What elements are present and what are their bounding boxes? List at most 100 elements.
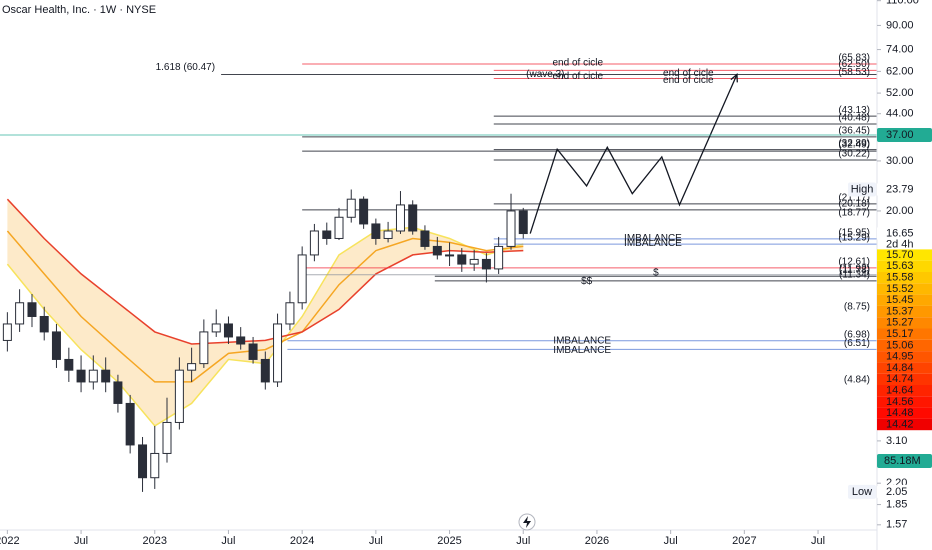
plot-area: (65.83)(62.50) 1.618 (60.47) (58.53) (43.13… bbox=[0, 53, 877, 492]
ma-badge-label: 15.17 bbox=[886, 328, 914, 340]
ribbon-band bbox=[7, 199, 524, 426]
level-label: (12.61) bbox=[838, 256, 870, 267]
annotation: $ bbox=[653, 268, 659, 279]
candle-body bbox=[432, 245, 442, 256]
candle-body bbox=[260, 358, 270, 383]
candle-body bbox=[408, 204, 418, 232]
y-tick-label: 110.00 bbox=[886, 0, 919, 7]
ma-badge bbox=[877, 418, 932, 431]
tag-badge bbox=[848, 182, 876, 197]
candle-body bbox=[494, 245, 504, 270]
candle-body bbox=[420, 230, 430, 247]
x-tick-label: 2023 bbox=[143, 535, 167, 547]
level-label: (21.17) bbox=[838, 193, 870, 204]
price-badge bbox=[877, 182, 932, 197]
candle-body bbox=[346, 198, 356, 218]
x-tick-label: 2026 bbox=[585, 535, 609, 547]
ma-badge bbox=[877, 373, 932, 385]
annotation: end of cicle bbox=[552, 57, 603, 68]
candle-body bbox=[76, 369, 86, 383]
candle-body bbox=[506, 210, 516, 247]
x-tick-label: 2024 bbox=[290, 535, 314, 547]
candle-body bbox=[15, 302, 25, 325]
level-label: (11.78) bbox=[839, 265, 870, 276]
annotation: IMBALANCE bbox=[624, 233, 682, 244]
price-badge-label: 16.65 bbox=[886, 227, 914, 239]
candle-body bbox=[64, 358, 74, 371]
annotation: $$ bbox=[581, 276, 593, 287]
y-tick-label: 62.00 bbox=[886, 65, 914, 77]
ma-badge-label: 15.63 bbox=[886, 260, 914, 272]
candle-body bbox=[445, 254, 455, 257]
annotation: end of cicle bbox=[663, 75, 714, 86]
events-icon[interactable] bbox=[523, 516, 531, 528]
ma-badge-label: 14.48 bbox=[886, 407, 914, 419]
annotation: end of cicle bbox=[552, 71, 603, 82]
candle-body bbox=[51, 331, 61, 360]
candle-body bbox=[248, 343, 258, 360]
candle-body bbox=[273, 323, 283, 383]
annotation: (wave 3) bbox=[526, 69, 564, 80]
ma-badge-label: 15.37 bbox=[886, 305, 914, 317]
ma-badge bbox=[877, 328, 932, 340]
candle-body bbox=[125, 402, 135, 446]
level-label: (6.51) bbox=[844, 338, 870, 349]
ma-badge-label: 14.74 bbox=[886, 373, 914, 385]
y-tick-label: 52.00 bbox=[886, 87, 914, 99]
level-label: (15.95) bbox=[838, 227, 870, 238]
annotation: IMBALANCE bbox=[624, 238, 682, 249]
candle-body bbox=[162, 421, 172, 454]
candle-body bbox=[383, 230, 393, 239]
x-tick-label: 2025 bbox=[437, 535, 461, 547]
candle-body bbox=[481, 258, 491, 270]
price-badge bbox=[877, 128, 932, 143]
ma-badge bbox=[877, 260, 932, 272]
ma-badge-label: 15.70 bbox=[886, 249, 914, 261]
candle-body bbox=[27, 302, 37, 317]
candle-body bbox=[223, 323, 233, 338]
candle-body bbox=[174, 369, 184, 423]
level-label: (65.83) bbox=[838, 53, 870, 64]
x-tick-label: Jul bbox=[221, 535, 235, 547]
ma-badge-label: 15.06 bbox=[886, 339, 914, 351]
annotation: end of cicle bbox=[663, 68, 714, 79]
candle-body bbox=[150, 452, 160, 479]
tag-badge bbox=[848, 484, 876, 499]
projection-line bbox=[529, 74, 738, 234]
candle-body bbox=[187, 363, 197, 371]
candle-body bbox=[322, 230, 332, 239]
countdown: 2d 4h bbox=[886, 238, 914, 250]
candle-body bbox=[285, 302, 295, 325]
chart-title: Oscar Health, Inc. · 1W · NYSE bbox=[2, 4, 156, 16]
candle-body bbox=[457, 254, 467, 265]
y-tick-label: 90.00 bbox=[886, 19, 914, 31]
x-tick-label: Jul bbox=[516, 535, 530, 547]
candle-body bbox=[211, 323, 221, 333]
y-tick-label: 20.00 bbox=[886, 205, 914, 217]
ma-badge bbox=[877, 294, 932, 306]
candle-body bbox=[518, 210, 528, 235]
candle-body bbox=[138, 444, 148, 479]
candle-body bbox=[359, 198, 369, 225]
ma-badge-label: 14.84 bbox=[886, 362, 914, 374]
candle-body bbox=[334, 216, 344, 239]
ma-badge-label: 14.95 bbox=[886, 351, 914, 363]
level-label: 1.618 (60.47) bbox=[156, 62, 216, 73]
x-tick-label: Jul bbox=[74, 535, 88, 547]
candle-body bbox=[469, 258, 479, 265]
volume-badge bbox=[877, 454, 932, 468]
candle-body bbox=[297, 254, 307, 304]
ma-badge-label: 14.42 bbox=[886, 418, 914, 430]
level-label: (36.45) bbox=[838, 126, 870, 137]
level-label: (30.22) bbox=[838, 149, 870, 160]
level-label: (4.84) bbox=[844, 375, 870, 386]
y-tick-label: 30.00 bbox=[886, 155, 914, 167]
ma-badge bbox=[877, 283, 932, 295]
level-label: (43.13) bbox=[838, 105, 870, 116]
x-tick-label: 2022 bbox=[0, 535, 20, 547]
candle-body bbox=[309, 230, 319, 256]
candle-body bbox=[2, 323, 12, 341]
level-label: (18.77) bbox=[838, 207, 870, 218]
y-tick-label: 74.00 bbox=[886, 43, 914, 55]
